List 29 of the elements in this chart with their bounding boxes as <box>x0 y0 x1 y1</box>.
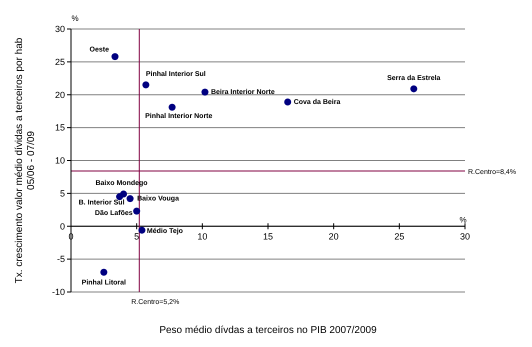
y-axis-title: Tx. crescimento valor médio dívidas a terceiros por hab 05/06 - 07/09 <box>14 37 37 284</box>
point <box>201 88 208 96</box>
y-tick-label: 30 <box>54 24 65 34</box>
point <box>133 208 140 215</box>
point <box>284 98 292 106</box>
y-tick-label: 20 <box>54 90 65 100</box>
x-tick-label: 10 <box>197 231 208 242</box>
y-tick-label: -10 <box>52 287 65 297</box>
y-tick-label: 0 <box>60 221 65 232</box>
x-axis-title: Peso médio dívdas a terceiros no PIB 2007/2009 <box>159 325 378 336</box>
point <box>410 85 418 92</box>
y-tick-label: 25 <box>54 56 65 67</box>
y-tick-label: 5 <box>60 188 65 198</box>
y-tick-label: -5 <box>56 254 65 264</box>
point <box>100 268 108 276</box>
point <box>126 195 134 202</box>
y-tick-label: 10 <box>54 156 65 166</box>
point <box>138 226 146 234</box>
x-tick-label: 15 <box>262 231 274 242</box>
x-tick-label: 25 <box>394 231 404 242</box>
text: % <box>71 14 79 23</box>
x-tick-label: 30 <box>460 231 470 242</box>
point <box>168 104 176 111</box>
annotation: % <box>459 215 467 224</box>
point <box>142 81 150 88</box>
point <box>111 53 118 60</box>
x-tick-label: 20 <box>328 231 339 242</box>
x-tick-label: 5 <box>134 231 140 242</box>
y-tick-label: 15 <box>54 122 65 133</box>
